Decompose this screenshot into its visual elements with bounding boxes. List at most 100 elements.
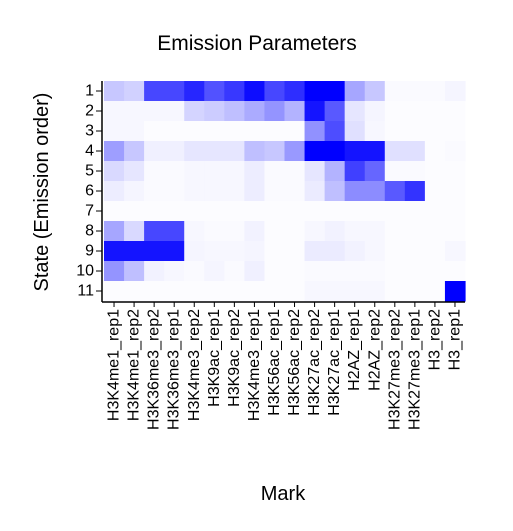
- heatmap-cell: [364, 101, 386, 122]
- heatmap-cell: [304, 81, 326, 102]
- row-tick-label: 11: [77, 283, 94, 300]
- heatmap-cell: [424, 281, 446, 302]
- heatmap-cell: [204, 201, 225, 222]
- heatmap-cell: [184, 261, 205, 282]
- heatmap-cell: [244, 141, 266, 162]
- heatmap-cell: [404, 101, 426, 122]
- column-tick-label: H3K4me1_rep1: [106, 309, 123, 421]
- heatmap-cell: [264, 221, 286, 242]
- heatmap-cell: [444, 261, 466, 282]
- heatmap-cell: [124, 121, 145, 142]
- column-tick-label: H3K27ac_rep1: [326, 309, 343, 416]
- heatmap-cell: [344, 201, 366, 222]
- heatmap-cell: [404, 241, 426, 262]
- column-tick-label: H3K27me3_rep1: [406, 309, 423, 430]
- heatmap-cell: [184, 281, 205, 302]
- heatmap-cell: [184, 81, 205, 102]
- row-tick-label: 10: [76, 263, 94, 280]
- column-tick-label: H2AZ_rep2: [366, 309, 383, 391]
- heatmap-cell: [284, 261, 306, 282]
- heatmap-cell: [304, 101, 326, 122]
- heatmap-cell: [344, 161, 366, 182]
- heatmap-cell: [304, 181, 326, 202]
- column-tick-label: H3K56ac_rep1: [266, 309, 283, 416]
- heatmap-cell: [384, 221, 406, 242]
- heatmap-cell: [444, 201, 466, 222]
- heatmap-cell: [224, 81, 245, 102]
- heatmap-cell: [264, 201, 286, 222]
- heatmap-cell: [364, 181, 386, 202]
- heatmap-cell: [444, 241, 466, 262]
- heatmap-cell: [344, 181, 366, 202]
- heatmap-cell: [324, 81, 346, 102]
- heatmap-cell: [324, 261, 346, 282]
- heatmap-cell: [344, 81, 366, 102]
- heatmap-cell: [404, 121, 426, 142]
- heatmap-cell: [384, 161, 406, 182]
- chart-title: Emission Parameters: [157, 32, 357, 55]
- heatmap-cell: [304, 121, 326, 142]
- heatmap-cell: [104, 141, 125, 162]
- heatmap-cell: [284, 101, 306, 122]
- heatmap-cell: [384, 101, 406, 122]
- heatmap-cell: [324, 281, 346, 302]
- column-tick-labels: H3K4me1_rep1 H3K4me1_rep2 H3K36me3_rep2 H3K…: [106, 302, 463, 430]
- heatmap-cell: [104, 281, 125, 302]
- heatmap-cell: [124, 241, 145, 262]
- column-tick-label: H3_rep1: [446, 309, 463, 370]
- heatmap-cell: [104, 181, 125, 202]
- heatmap-cell: [324, 221, 346, 242]
- heatmap-cell: [104, 161, 125, 182]
- column-tick-label: H3K27ac_rep2: [306, 309, 323, 416]
- heatmap-cell: [264, 281, 286, 302]
- heatmap-cell: [444, 141, 466, 162]
- heatmap-cell: [404, 201, 426, 222]
- row-tick-label: 1: [85, 83, 94, 100]
- heatmap-cell: [404, 181, 426, 202]
- heatmap-cell: [264, 241, 286, 262]
- heatmap-cell: [424, 201, 446, 222]
- heatmap-cell: [244, 201, 266, 222]
- heatmap-cell: [164, 261, 185, 282]
- heatmap-cell: [164, 161, 185, 182]
- heatmap-cell: [144, 101, 165, 122]
- heatmap-cell: [364, 81, 386, 102]
- heatmap-cell: [164, 101, 185, 122]
- heatmap-cell: [184, 141, 205, 162]
- heatmap-cell: [144, 261, 165, 282]
- heatmap-cell: [244, 121, 266, 142]
- heatmap-cell: [104, 261, 125, 282]
- heatmap-cell: [124, 261, 145, 282]
- heatmap-cell: [184, 181, 205, 202]
- heatmap-cells: [104, 81, 466, 302]
- heatmap-cell: [124, 161, 145, 182]
- heatmap-cell: [344, 241, 366, 262]
- heatmap-cell: [364, 261, 386, 282]
- heatmap-cell: [184, 161, 205, 182]
- heatmap-cell: [424, 241, 446, 262]
- heatmap-cell: [404, 261, 426, 282]
- heatmap-cell: [144, 201, 165, 222]
- heatmap-cell: [224, 181, 245, 202]
- heatmap-cell: [164, 281, 185, 302]
- heatmap-cell: [424, 121, 446, 142]
- row-tick-label: 5: [85, 163, 94, 180]
- heatmap-cell: [104, 121, 125, 142]
- heatmap-cell: [324, 141, 346, 162]
- row-tick-label: 7: [85, 203, 94, 220]
- heatmap-cell: [364, 281, 386, 302]
- heatmap-cell: [424, 161, 446, 182]
- heatmap-cell: [204, 181, 225, 202]
- heatmap-cell: [384, 81, 406, 102]
- heatmap-cell: [444, 181, 466, 202]
- heatmap-cell: [264, 141, 286, 162]
- heatmap-cell: [144, 141, 165, 162]
- heatmap-cell: [244, 241, 266, 262]
- heatmap-cell: [344, 101, 366, 122]
- heatmap-cell: [144, 221, 165, 242]
- heatmap-cell: [444, 121, 466, 142]
- heatmap-cell: [424, 181, 446, 202]
- heatmap-cell: [244, 181, 266, 202]
- heatmap-cell: [284, 201, 306, 222]
- heatmap-cell: [244, 261, 266, 282]
